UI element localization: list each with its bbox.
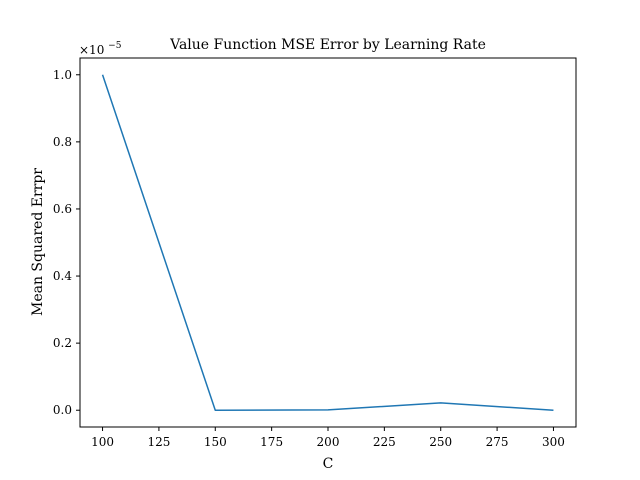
y-tick-label: 1.0 [53, 68, 72, 82]
y-tick-label: 0.4 [53, 269, 72, 283]
y-offset-label: ×10 −5 [79, 41, 122, 57]
x-tick-label: 125 [147, 435, 170, 449]
y-tick-label: 0.0 [53, 403, 72, 417]
plot-frame [79, 57, 577, 428]
x-tick-label: 150 [204, 435, 227, 449]
x-tick-label: 100 [91, 435, 114, 449]
x-tick-label: 225 [373, 435, 396, 449]
y-tick-label: 0.8 [53, 135, 72, 149]
x-tick-label: 275 [486, 435, 509, 449]
y-offset-base: ×10 [79, 43, 104, 57]
x-tick-label: 250 [429, 435, 452, 449]
x-axis-label: C [323, 456, 334, 472]
y-axis: 0.0 0.2 0.4 0.6 0.8 1.0 [53, 68, 80, 417]
y-tick-label: 0.6 [53, 202, 72, 216]
series-line [101, 74, 554, 411]
x-tick-label: 175 [260, 435, 283, 449]
plot-series [101, 74, 554, 411]
x-tick-label: 200 [317, 435, 340, 449]
y-axis-label: Mean Squared Errpr [30, 168, 46, 316]
y-offset-exponent: −5 [108, 41, 122, 51]
x-tick-label: 300 [542, 435, 565, 449]
chart-title: Value Function MSE Error by Learning Rat… [169, 37, 486, 53]
x-axis: 100 125 150 175 200 225 250 275 300 [91, 427, 565, 449]
y-tick-label: 0.2 [53, 336, 72, 350]
